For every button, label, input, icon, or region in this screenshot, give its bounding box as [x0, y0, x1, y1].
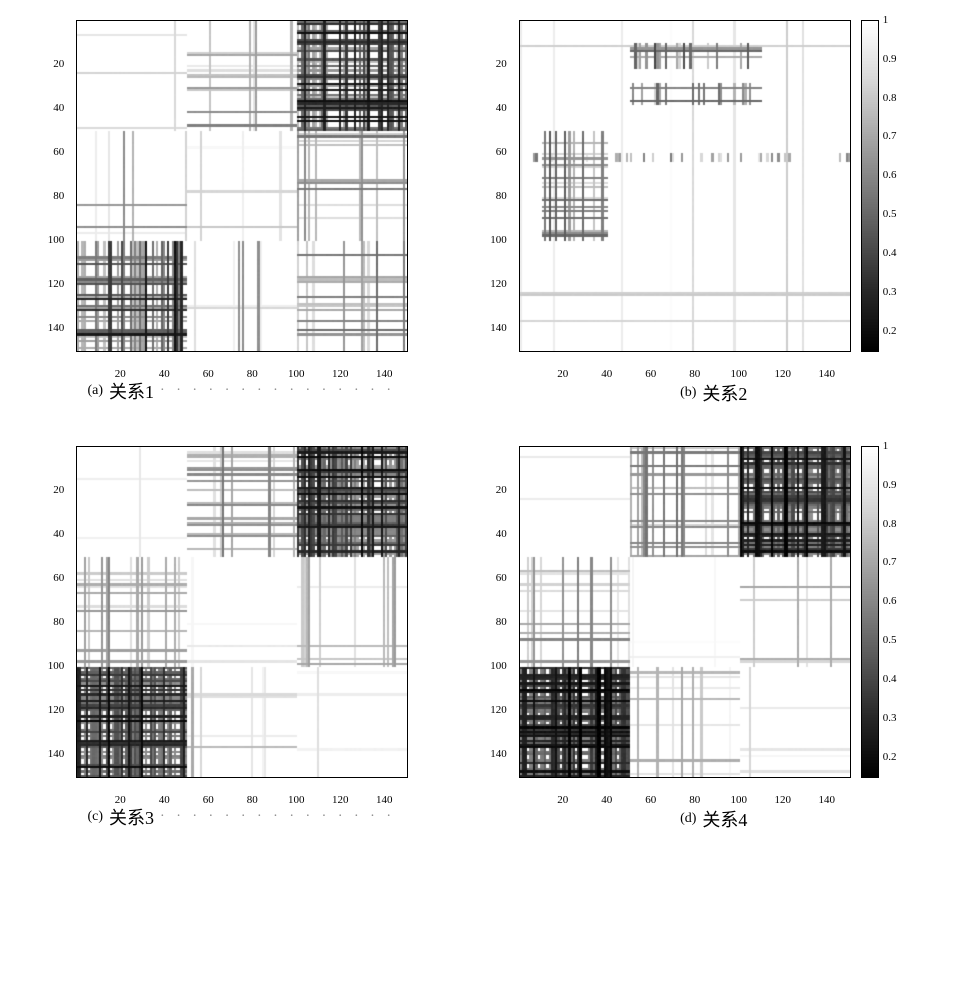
y-tick-label: 100: [490, 234, 513, 246]
y-tick-label: 20: [496, 58, 513, 70]
x-tick-label: 60: [203, 368, 214, 380]
y-tick-label: 60: [496, 146, 513, 158]
x-tick-label: 140: [819, 794, 836, 806]
x-tick-label: 60: [203, 794, 214, 806]
x-tick-label: 140: [376, 794, 393, 806]
colorbar-tick-label: 0.2: [883, 751, 897, 763]
colorbar-tick-label: 0.2: [883, 325, 897, 337]
x-tick-label: 20: [115, 368, 126, 380]
y-tick-label: 100: [490, 660, 513, 672]
y-tick-label: 120: [48, 278, 71, 290]
x-tick-label: 120: [775, 368, 792, 380]
x-tick-label: 40: [601, 794, 612, 806]
x-tick-label: 80: [247, 794, 258, 806]
x-tick-label: 140: [376, 368, 393, 380]
x-tick-label: 80: [247, 368, 258, 380]
y-tick-label: 40: [53, 102, 70, 114]
colorbar-tick-label: 0.8: [883, 518, 897, 530]
colorbar-tick-label: 0.4: [883, 673, 897, 685]
caption-a: (a) 关系1 · · · · · · · · · · · · · · ·: [88, 378, 395, 404]
x-tick-label: 100: [288, 368, 305, 380]
colorbar: 0.20.30.40.50.60.70.80.91: [861, 446, 909, 778]
y-tick-label: 140: [48, 748, 71, 760]
panel-b: 20 40 60 80 100 120 140 20 40 60 80 100 120 140 0.2 0.3…: [493, 20, 936, 406]
caption-text: 关系4: [702, 806, 747, 832]
colorbar-tick-label: 0.3: [883, 286, 897, 298]
colorbar-tick-label: 0.4: [883, 247, 897, 259]
panel-d: 20 40 60 80 100 120 140 20 40 60 80 100 120 140 0.2 0.3…: [493, 446, 936, 832]
caption-c: (c) 关系3 · · · · · · · · · · · · · · ·: [88, 804, 395, 830]
colorbar-tick-label: 1: [883, 440, 889, 452]
x-tick-label: 100: [731, 368, 748, 380]
x-tick-label: 40: [601, 368, 612, 380]
panel-c: 20 40 60 80 100 120 140 20 40 60 80 100 120 140 (c) 关系3…: [20, 446, 463, 832]
y-tick-label: 80: [496, 190, 513, 202]
panel-a: 20 40 60 80 100 120 140 20 40 60 80 100 120 140 (a) 关系1…: [20, 20, 463, 406]
colorbar-tick-label: 0.7: [883, 556, 897, 568]
heatmap-d: [519, 446, 851, 778]
y-tick-label: 120: [490, 278, 513, 290]
colorbar-tick-label: 0.5: [883, 208, 897, 220]
y-tick-label: 120: [48, 704, 71, 716]
y-tick-label: 60: [53, 146, 70, 158]
heatmap-b: [519, 20, 851, 352]
caption-text: 关系2: [702, 380, 747, 406]
colorbar-tick-label: 0.6: [883, 595, 897, 607]
caption-dots: · · · · · · · · · · · · · · ·: [160, 809, 395, 825]
caption-text: 关系3: [109, 804, 154, 830]
caption-letter: (d): [680, 811, 696, 827]
caption-b: (b) 关系2: [680, 380, 747, 406]
colorbar-tick-label: 0.6: [883, 169, 897, 181]
y-tick-label: 100: [48, 660, 71, 672]
y-tick-label: 80: [496, 616, 513, 628]
x-tick-label: 120: [332, 368, 349, 380]
colorbar-tick-label: 1: [883, 14, 889, 26]
y-tick-label: 120: [490, 704, 513, 716]
x-tick-label: 120: [775, 794, 792, 806]
x-tick-label: 140: [819, 368, 836, 380]
x-tick-label: 40: [159, 368, 170, 380]
y-tick-label: 80: [53, 616, 70, 628]
colorbar-tick-label: 0.5: [883, 634, 897, 646]
caption-letter: (b): [680, 385, 696, 401]
y-tick-label: 140: [490, 322, 513, 334]
caption-dots: · · · · · · · · · · · · · · ·: [160, 383, 395, 399]
caption-letter: (a): [88, 383, 104, 399]
colorbar-tick-label: 0.3: [883, 712, 897, 724]
y-tick-label: 60: [53, 572, 70, 584]
caption-text: 关系1: [109, 378, 154, 404]
x-tick-label: 80: [689, 368, 700, 380]
colorbar-tick-label: 0.9: [883, 479, 897, 491]
x-tick-label: 20: [557, 794, 568, 806]
x-tick-label: 60: [645, 368, 656, 380]
x-tick-label: 20: [557, 368, 568, 380]
caption-letter: (c): [88, 809, 104, 825]
colorbar: 0.20.30.40.50.60.70.80.91: [861, 20, 909, 352]
y-tick-label: 140: [490, 748, 513, 760]
caption-d: (d) 关系4: [680, 806, 747, 832]
x-tick-label: 60: [645, 794, 656, 806]
x-tick-label: 80: [689, 794, 700, 806]
x-tick-label: 20: [115, 794, 126, 806]
y-tick-label: 100: [48, 234, 71, 246]
y-tick-label: 20: [496, 484, 513, 496]
y-tick-label: 40: [53, 528, 70, 540]
y-tick-label: 80: [53, 190, 70, 202]
figure-grid: 2040608010012014020406080100120140(a)关系1…: [20, 20, 935, 832]
colorbar-tick-label: 0.8: [883, 92, 897, 104]
y-tick-label: 140: [48, 322, 71, 334]
y-tick-label: 60: [496, 572, 513, 584]
y-tick-label: 40: [496, 102, 513, 114]
x-tick-label: 120: [332, 794, 349, 806]
x-tick-label: 40: [159, 794, 170, 806]
heatmap-a: [76, 20, 408, 352]
colorbar-tick-label: 0.7: [883, 130, 897, 142]
colorbar-tick-label: 0.9: [883, 53, 897, 65]
heatmap-c: [76, 446, 408, 778]
y-tick-label: 40: [496, 528, 513, 540]
x-tick-label: 100: [731, 794, 748, 806]
y-tick-label: 20: [53, 484, 70, 496]
y-tick-label: 20: [53, 58, 70, 70]
x-tick-label: 100: [288, 794, 305, 806]
